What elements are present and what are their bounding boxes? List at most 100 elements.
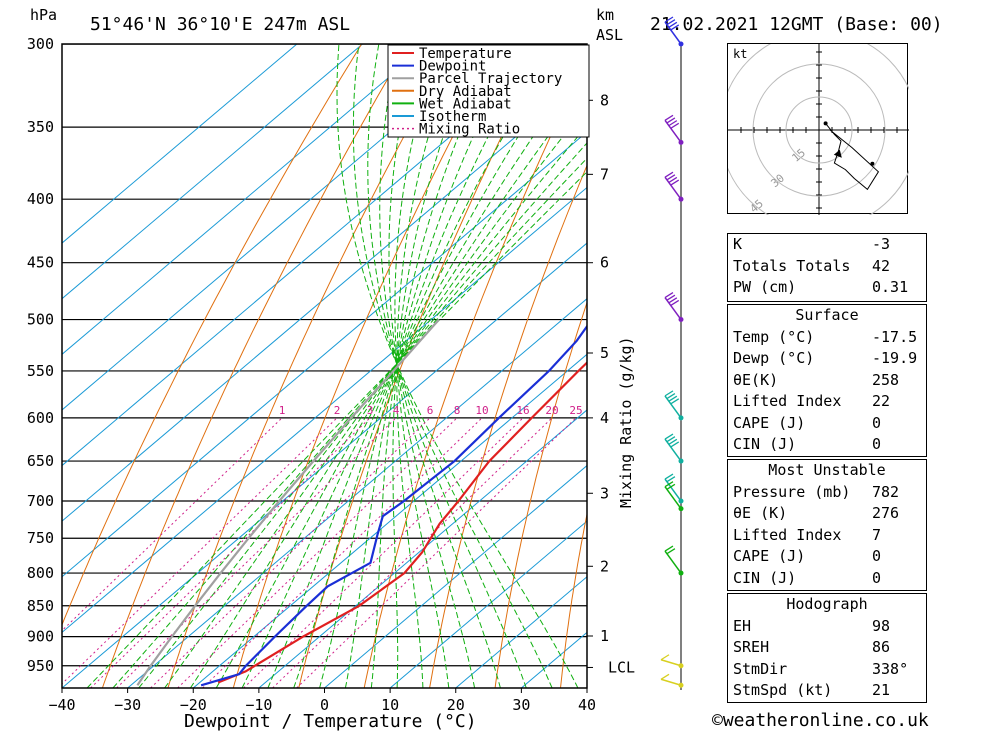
legend-label: Dry Adiabat [419, 84, 512, 100]
hodograph-ring [752, 63, 886, 197]
wind-barb [664, 114, 684, 145]
isotherm-line [62, 186, 587, 634]
pressure-tick-label: 300 [27, 35, 54, 53]
mixing-ratio-label: 25 [569, 404, 582, 417]
hodograph-ring-label: 30 [768, 172, 787, 190]
pressure-tick-label: 600 [27, 409, 54, 427]
series-dewpoint [200, 324, 587, 687]
km-tick-label: 3 [600, 484, 609, 502]
wind-barb-flag [668, 438, 678, 445]
datetime-title: 21.02.2021 12GMT (Base: 00) [650, 14, 943, 35]
temperature-tick-label: 30 [512, 696, 530, 714]
wet-adiabat-line [352, 44, 553, 688]
legend-box [387, 44, 590, 138]
wind-barb-flag [666, 174, 676, 181]
wind-barb-flag [670, 24, 680, 31]
stmdir-label: StmDir [733, 659, 788, 678]
legend-label: Temperature [419, 46, 512, 62]
dry-adiabat-line [945, 44, 1000, 688]
temperature-tick-label: −10 [245, 696, 272, 714]
wind-barb-flag [666, 548, 676, 555]
mixing-ratio-label: 2 [334, 404, 341, 417]
wind-barb [664, 16, 684, 47]
pressure-tick-label: 550 [27, 362, 54, 380]
mu-cin-value: 0 [872, 568, 882, 587]
surface-table: Surface Temp (°C) -17.5 Dewp (°C) -19.9 θE… [727, 304, 927, 457]
surface-title: Surface [795, 306, 859, 324]
km-tick-label: 4 [600, 409, 609, 427]
wind-barb-flag [670, 441, 680, 448]
mixing-ratio-line [62, 417, 338, 685]
pressure-tick-label: 800 [27, 564, 54, 582]
wind-barb-flag [666, 392, 676, 400]
eh-value: 98 [872, 616, 891, 635]
k-index-value: -3 [872, 235, 891, 253]
hodograph-start-dot [823, 121, 828, 126]
legend-label: Mixing Ratio [419, 122, 520, 138]
asl-unit: ASL [596, 26, 623, 44]
wind-barbs [660, 16, 684, 690]
wind-barb-shaft [664, 21, 682, 45]
profile-series [136, 318, 587, 687]
wind-barb-flag [666, 476, 676, 483]
wet-adiabat-line [86, 171, 587, 688]
wind-barb-shaft [664, 550, 682, 574]
pressure-tick-label: 350 [27, 118, 54, 136]
mu-thetae-value: 276 [872, 504, 900, 522]
wind-barb-flag [668, 297, 678, 304]
wet-adiabat-line [396, 44, 460, 688]
wet-adiabat-line [267, 44, 579, 688]
temperature-tick-label: 40 [578, 696, 596, 714]
wind-barb [664, 545, 684, 576]
pressure-tick-label: 700 [27, 492, 54, 510]
temperature-tick-label: 10 [381, 696, 399, 714]
isotherm-line [62, 44, 429, 355]
km-tick-label: 6 [600, 254, 609, 272]
surface-dewp-value: -19.9 [872, 349, 918, 367]
wind-barb-flag [670, 179, 680, 186]
temperature-tick-label: 20 [447, 696, 465, 714]
wet-adiabat-line [388, 44, 476, 688]
series-temperature [217, 361, 587, 684]
stmspd-label: StmSpd (kt) [733, 681, 833, 699]
wet-adiabat-line [138, 142, 587, 688]
wind-barb-flag [666, 19, 676, 26]
wet-adiabat-line [392, 44, 480, 688]
wet-adiabat-line [319, 44, 539, 688]
sreh-value: 86 [872, 638, 891, 656]
km-tick-label: 2 [600, 557, 609, 575]
temperature-tick-label: −40 [48, 696, 75, 714]
surface-thetae-label: θE(K) [733, 370, 779, 389]
credit-text: ©weatheronline.co.uk [712, 710, 929, 731]
isotherm-line [455, 576, 587, 688]
stmspd-value: 21 [872, 681, 891, 699]
km-tick-label: 7 [600, 165, 609, 183]
wind-barb-flag [664, 481, 674, 488]
wet-adiabat-line [367, 44, 527, 688]
mu-pressure-label: Pressure (mb) [733, 482, 851, 501]
isotherm-line [127, 298, 587, 688]
mixing-ratio-line [116, 417, 397, 688]
wind-barb-shaft [660, 678, 682, 686]
stmdir-value: 338° [872, 659, 909, 678]
mu-li-value: 7 [872, 525, 882, 544]
pressure-tick-label: 850 [27, 597, 54, 615]
mixing-ratio-label: 1 [279, 404, 286, 417]
pressure-tick-label: 400 [27, 190, 54, 208]
isotherm-line [192, 353, 587, 688]
mixing-ratio-label: 4 [393, 404, 400, 417]
series-parcel-trajectory [136, 318, 440, 686]
hodograph-table: Hodograph EH 98 SREH 86 StmDir 338° StmSpd … [727, 593, 927, 703]
wind-barb [664, 171, 684, 202]
mixing-ratio-axis-label: Mixing Ratio (g/kg) [617, 336, 635, 508]
sreh-label: SREH [733, 638, 770, 656]
hodograph-trace [825, 123, 880, 191]
totals-label: Totals Totals [733, 256, 851, 275]
indices-table: K -3 Totals Totals 42 PW (cm) 0.31 [727, 233, 927, 302]
isotherm-line [389, 520, 587, 688]
wet-adiabat-line [164, 125, 587, 688]
mixing-ratio-label: 20 [545, 404, 558, 417]
wind-barb-flag [670, 299, 680, 307]
hodograph-ring-label: 45 [747, 197, 766, 215]
